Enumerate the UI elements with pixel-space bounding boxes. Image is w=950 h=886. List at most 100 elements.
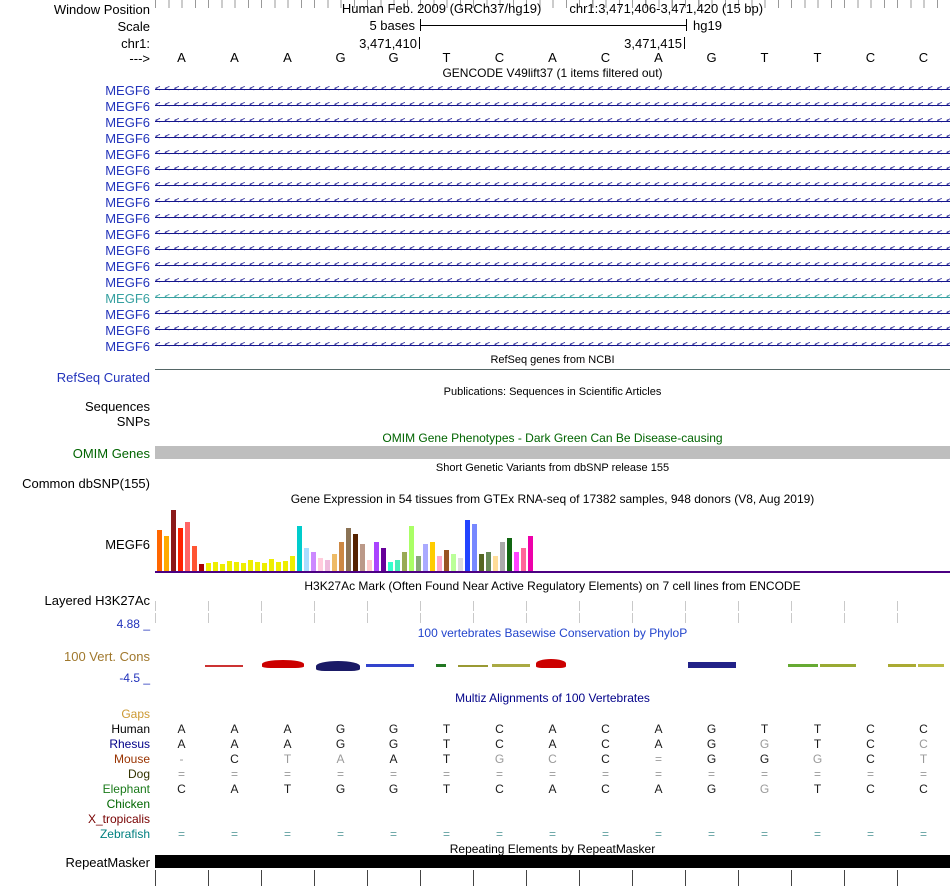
gene-label[interactable]: MEGF6 <box>105 323 150 338</box>
gene-label[interactable]: MEGF6 <box>105 99 150 114</box>
multiz-species-label[interactable]: Dog <box>127 767 150 781</box>
multiz-base-cell: G <box>812 752 823 766</box>
track-label-h3k27ac[interactable]: Layered H3K27Ac <box>44 593 150 608</box>
gene-label[interactable]: MEGF6 <box>105 115 150 130</box>
track-label-gtex-gene[interactable]: MEGF6 <box>105 537 150 552</box>
gene-label[interactable]: MEGF6 <box>105 211 150 226</box>
gene-intron-line <box>155 201 950 202</box>
multiz-species-label[interactable]: Rhesus <box>109 737 150 751</box>
multiz-species-label[interactable]: X_tropicalis <box>87 812 150 826</box>
gtex-tissue-bar <box>451 554 456 572</box>
gene-label[interactable]: MEGF6 <box>105 83 150 98</box>
gene-transcript-row[interactable]: MEGF6 <<<<<<<<<<<<<<<<<<<<<<<<<<<<<<<<<<<… <box>0 98 950 114</box>
refseq-track-line[interactable] <box>155 369 950 370</box>
gene-track-line[interactable]: <<<<<<<<<<<<<<<<<<<<<<<<<<<<<<<<<<<<<<<<… <box>155 227 950 240</box>
multiz-species-label[interactable]: Chicken <box>106 797 150 811</box>
repeatmasker-bar[interactable] <box>155 855 950 868</box>
gene-transcript-row[interactable]: MEGF6 <<<<<<<<<<<<<<<<<<<<<<<<<<<<<<<<<<<… <box>0 210 950 226</box>
gene-transcript-row[interactable]: MEGF6 <<<<<<<<<<<<<<<<<<<<<<<<<<<<<<<<<<<… <box>0 274 950 290</box>
gene-transcript-row[interactable]: MEGF6 <<<<<<<<<<<<<<<<<<<<<<<<<<<<<<<<<<<… <box>0 114 950 130</box>
multiz-species-label[interactable]: Human <box>111 722 150 736</box>
track-label-omim-genes[interactable]: OMIM Genes <box>72 446 150 461</box>
gene-track-line[interactable]: <<<<<<<<<<<<<<<<<<<<<<<<<<<<<<<<<<<<<<<<… <box>155 307 950 320</box>
gene-label[interactable]: MEGF6 <box>105 339 150 354</box>
gtex-tissue-bar <box>192 546 197 572</box>
gtex-tissue-bar <box>402 552 407 572</box>
track-label-refseq-curated[interactable]: RefSeq Curated <box>56 370 150 385</box>
gene-label[interactable]: MEGF6 <box>105 275 150 290</box>
gene-track-line[interactable]: <<<<<<<<<<<<<<<<<<<<<<<<<<<<<<<<<<<<<<<<… <box>155 115 950 128</box>
gene-transcript-row[interactable]: MEGF6 <<<<<<<<<<<<<<<<<<<<<<<<<<<<<<<<<<<… <box>0 146 950 162</box>
gene-transcript-row[interactable]: MEGF6 <<<<<<<<<<<<<<<<<<<<<<<<<<<<<<<<<<<… <box>0 130 950 146</box>
track-label-100-vert-cons[interactable]: 100 Vert. Cons <box>64 649 150 664</box>
gene-label[interactable]: MEGF6 <box>105 147 150 162</box>
gene-track-line[interactable]: <<<<<<<<<<<<<<<<<<<<<<<<<<<<<<<<<<<<<<<<… <box>155 147 950 160</box>
gtex-tissue-bar <box>269 559 274 572</box>
gene-label[interactable]: MEGF6 <box>105 291 150 306</box>
gtex-tissue-bar <box>262 563 267 572</box>
gene-transcript-row[interactable]: MEGF6 <<<<<<<<<<<<<<<<<<<<<<<<<<<<<<<<<<<… <box>0 178 950 194</box>
gene-label[interactable]: MEGF6 <box>105 243 150 258</box>
track-label-sequences[interactable]: Sequences <box>84 399 150 414</box>
gene-track-line[interactable]: <<<<<<<<<<<<<<<<<<<<<<<<<<<<<<<<<<<<<<<<… <box>155 259 950 272</box>
track-label-repeatmasker[interactable]: RepeatMasker <box>65 855 150 870</box>
gene-track-line[interactable]: <<<<<<<<<<<<<<<<<<<<<<<<<<<<<<<<<<<<<<<<… <box>155 131 950 144</box>
multiz-base-cell: T <box>442 737 451 751</box>
gene-track-line[interactable]: <<<<<<<<<<<<<<<<<<<<<<<<<<<<<<<<<<<<<<<<… <box>155 83 950 96</box>
gene-label[interactable]: MEGF6 <box>105 259 150 274</box>
conservation-segment <box>262 660 304 668</box>
gene-transcript-row[interactable]: MEGF6 <<<<<<<<<<<<<<<<<<<<<<<<<<<<<<<<<<<… <box>0 162 950 178</box>
gene-transcript-row[interactable]: MEGF6 <<<<<<<<<<<<<<<<<<<<<<<<<<<<<<<<<<<… <box>0 194 950 210</box>
gene-label[interactable]: MEGF6 <box>105 179 150 194</box>
multiz-base-cell: C <box>919 782 928 796</box>
gene-track-line[interactable]: <<<<<<<<<<<<<<<<<<<<<<<<<<<<<<<<<<<<<<<<… <box>155 99 950 112</box>
gene-label[interactable]: MEGF6 <box>105 195 150 210</box>
base-position-ruler[interactable] <box>155 0 950 8</box>
gene-transcript-row[interactable]: MEGF6 <<<<<<<<<<<<<<<<<<<<<<<<<<<<<<<<<<<… <box>0 82 950 98</box>
gene-track-line[interactable]: <<<<<<<<<<<<<<<<<<<<<<<<<<<<<<<<<<<<<<<<… <box>155 195 950 208</box>
track-label-snps[interactable]: SNPs <box>116 414 150 429</box>
gene-transcript-row[interactable]: MEGF6 <<<<<<<<<<<<<<<<<<<<<<<<<<<<<<<<<<<… <box>0 242 950 258</box>
gene-transcript-row[interactable]: MEGF6 <<<<<<<<<<<<<<<<<<<<<<<<<<<<<<<<<<<… <box>0 322 950 338</box>
gene-track-line[interactable]: <<<<<<<<<<<<<<<<<<<<<<<<<<<<<<<<<<<<<<<<… <box>155 323 950 336</box>
multiz-species-label[interactable]: Zebrafish <box>99 827 150 841</box>
base-letter: C <box>600 50 611 65</box>
multiz-base-cell: = <box>919 827 927 841</box>
gene-label[interactable]: MEGF6 <box>105 227 150 242</box>
gene-transcript-row[interactable]: MEGF6 <<<<<<<<<<<<<<<<<<<<<<<<<<<<<<<<<<<… <box>0 338 950 354</box>
omim-gene-bar[interactable] <box>155 446 950 459</box>
gene-transcript-row[interactable]: MEGF6 <<<<<<<<<<<<<<<<<<<<<<<<<<<<<<<<<<<… <box>0 226 950 242</box>
multiz-base-cell: A <box>654 722 663 736</box>
gene-transcript-row[interactable]: MEGF6 <<<<<<<<<<<<<<<<<<<<<<<<<<<<<<<<<<<… <box>0 258 950 274</box>
strand-direction-chevrons: <<<<<<<<<<<<<<<<<<<<<<<<<<<<<<<<<<<<<<<<… <box>155 100 950 110</box>
gene-transcript-row[interactable]: MEGF6 <<<<<<<<<<<<<<<<<<<<<<<<<<<<<<<<<<<… <box>0 290 950 306</box>
multiz-species-label[interactable]: Gaps <box>121 707 150 721</box>
gtex-tissue-bar <box>157 530 162 572</box>
gtex-tissue-bar <box>339 542 344 572</box>
multiz-base-cell: G <box>706 737 717 751</box>
gene-label[interactable]: MEGF6 <box>105 163 150 178</box>
gtex-tissue-bar <box>367 560 372 572</box>
gene-transcript-row[interactable]: MEGF6 <<<<<<<<<<<<<<<<<<<<<<<<<<<<<<<<<<<… <box>0 306 950 322</box>
gtex-tissue-bar <box>332 554 337 572</box>
multiz-species-label[interactable]: Elephant <box>102 782 150 796</box>
gene-track-line[interactable]: <<<<<<<<<<<<<<<<<<<<<<<<<<<<<<<<<<<<<<<<… <box>155 211 950 224</box>
multiz-base-cell: T <box>813 737 822 751</box>
multiz-base-cell: C <box>548 752 557 766</box>
gene-track-line[interactable]: <<<<<<<<<<<<<<<<<<<<<<<<<<<<<<<<<<<<<<<<… <box>155 179 950 192</box>
gene-label[interactable]: MEGF6 <box>105 131 150 146</box>
gene-track-line[interactable]: <<<<<<<<<<<<<<<<<<<<<<<<<<<<<<<<<<<<<<<<… <box>155 163 950 176</box>
gtex-baseline <box>155 571 950 573</box>
multiz-base-cell: C <box>601 782 610 796</box>
gene-label[interactable]: MEGF6 <box>105 307 150 322</box>
gene-track-line[interactable]: <<<<<<<<<<<<<<<<<<<<<<<<<<<<<<<<<<<<<<<<… <box>155 243 950 256</box>
gene-track-line[interactable]: <<<<<<<<<<<<<<<<<<<<<<<<<<<<<<<<<<<<<<<<… <box>155 275 950 288</box>
base-letter: T <box>442 50 451 65</box>
gtex-tissue-bar <box>388 562 393 572</box>
gene-track-line[interactable]: <<<<<<<<<<<<<<<<<<<<<<<<<<<<<<<<<<<<<<<<… <box>155 339 950 352</box>
track-label-dbsnp[interactable]: Common dbSNP(155) <box>22 476 150 491</box>
gtex-expression-chart[interactable] <box>157 509 537 572</box>
conservation-track[interactable] <box>155 655 950 679</box>
multiz-species-label[interactable]: Mouse <box>113 752 150 766</box>
gene-track-line[interactable]: <<<<<<<<<<<<<<<<<<<<<<<<<<<<<<<<<<<<<<<<… <box>155 291 950 304</box>
